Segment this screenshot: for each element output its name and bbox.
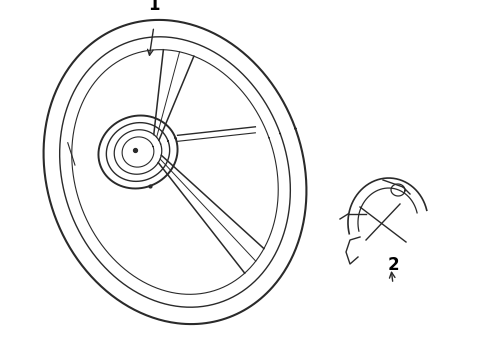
Text: 2: 2: [387, 256, 399, 274]
Text: 1: 1: [148, 0, 160, 14]
